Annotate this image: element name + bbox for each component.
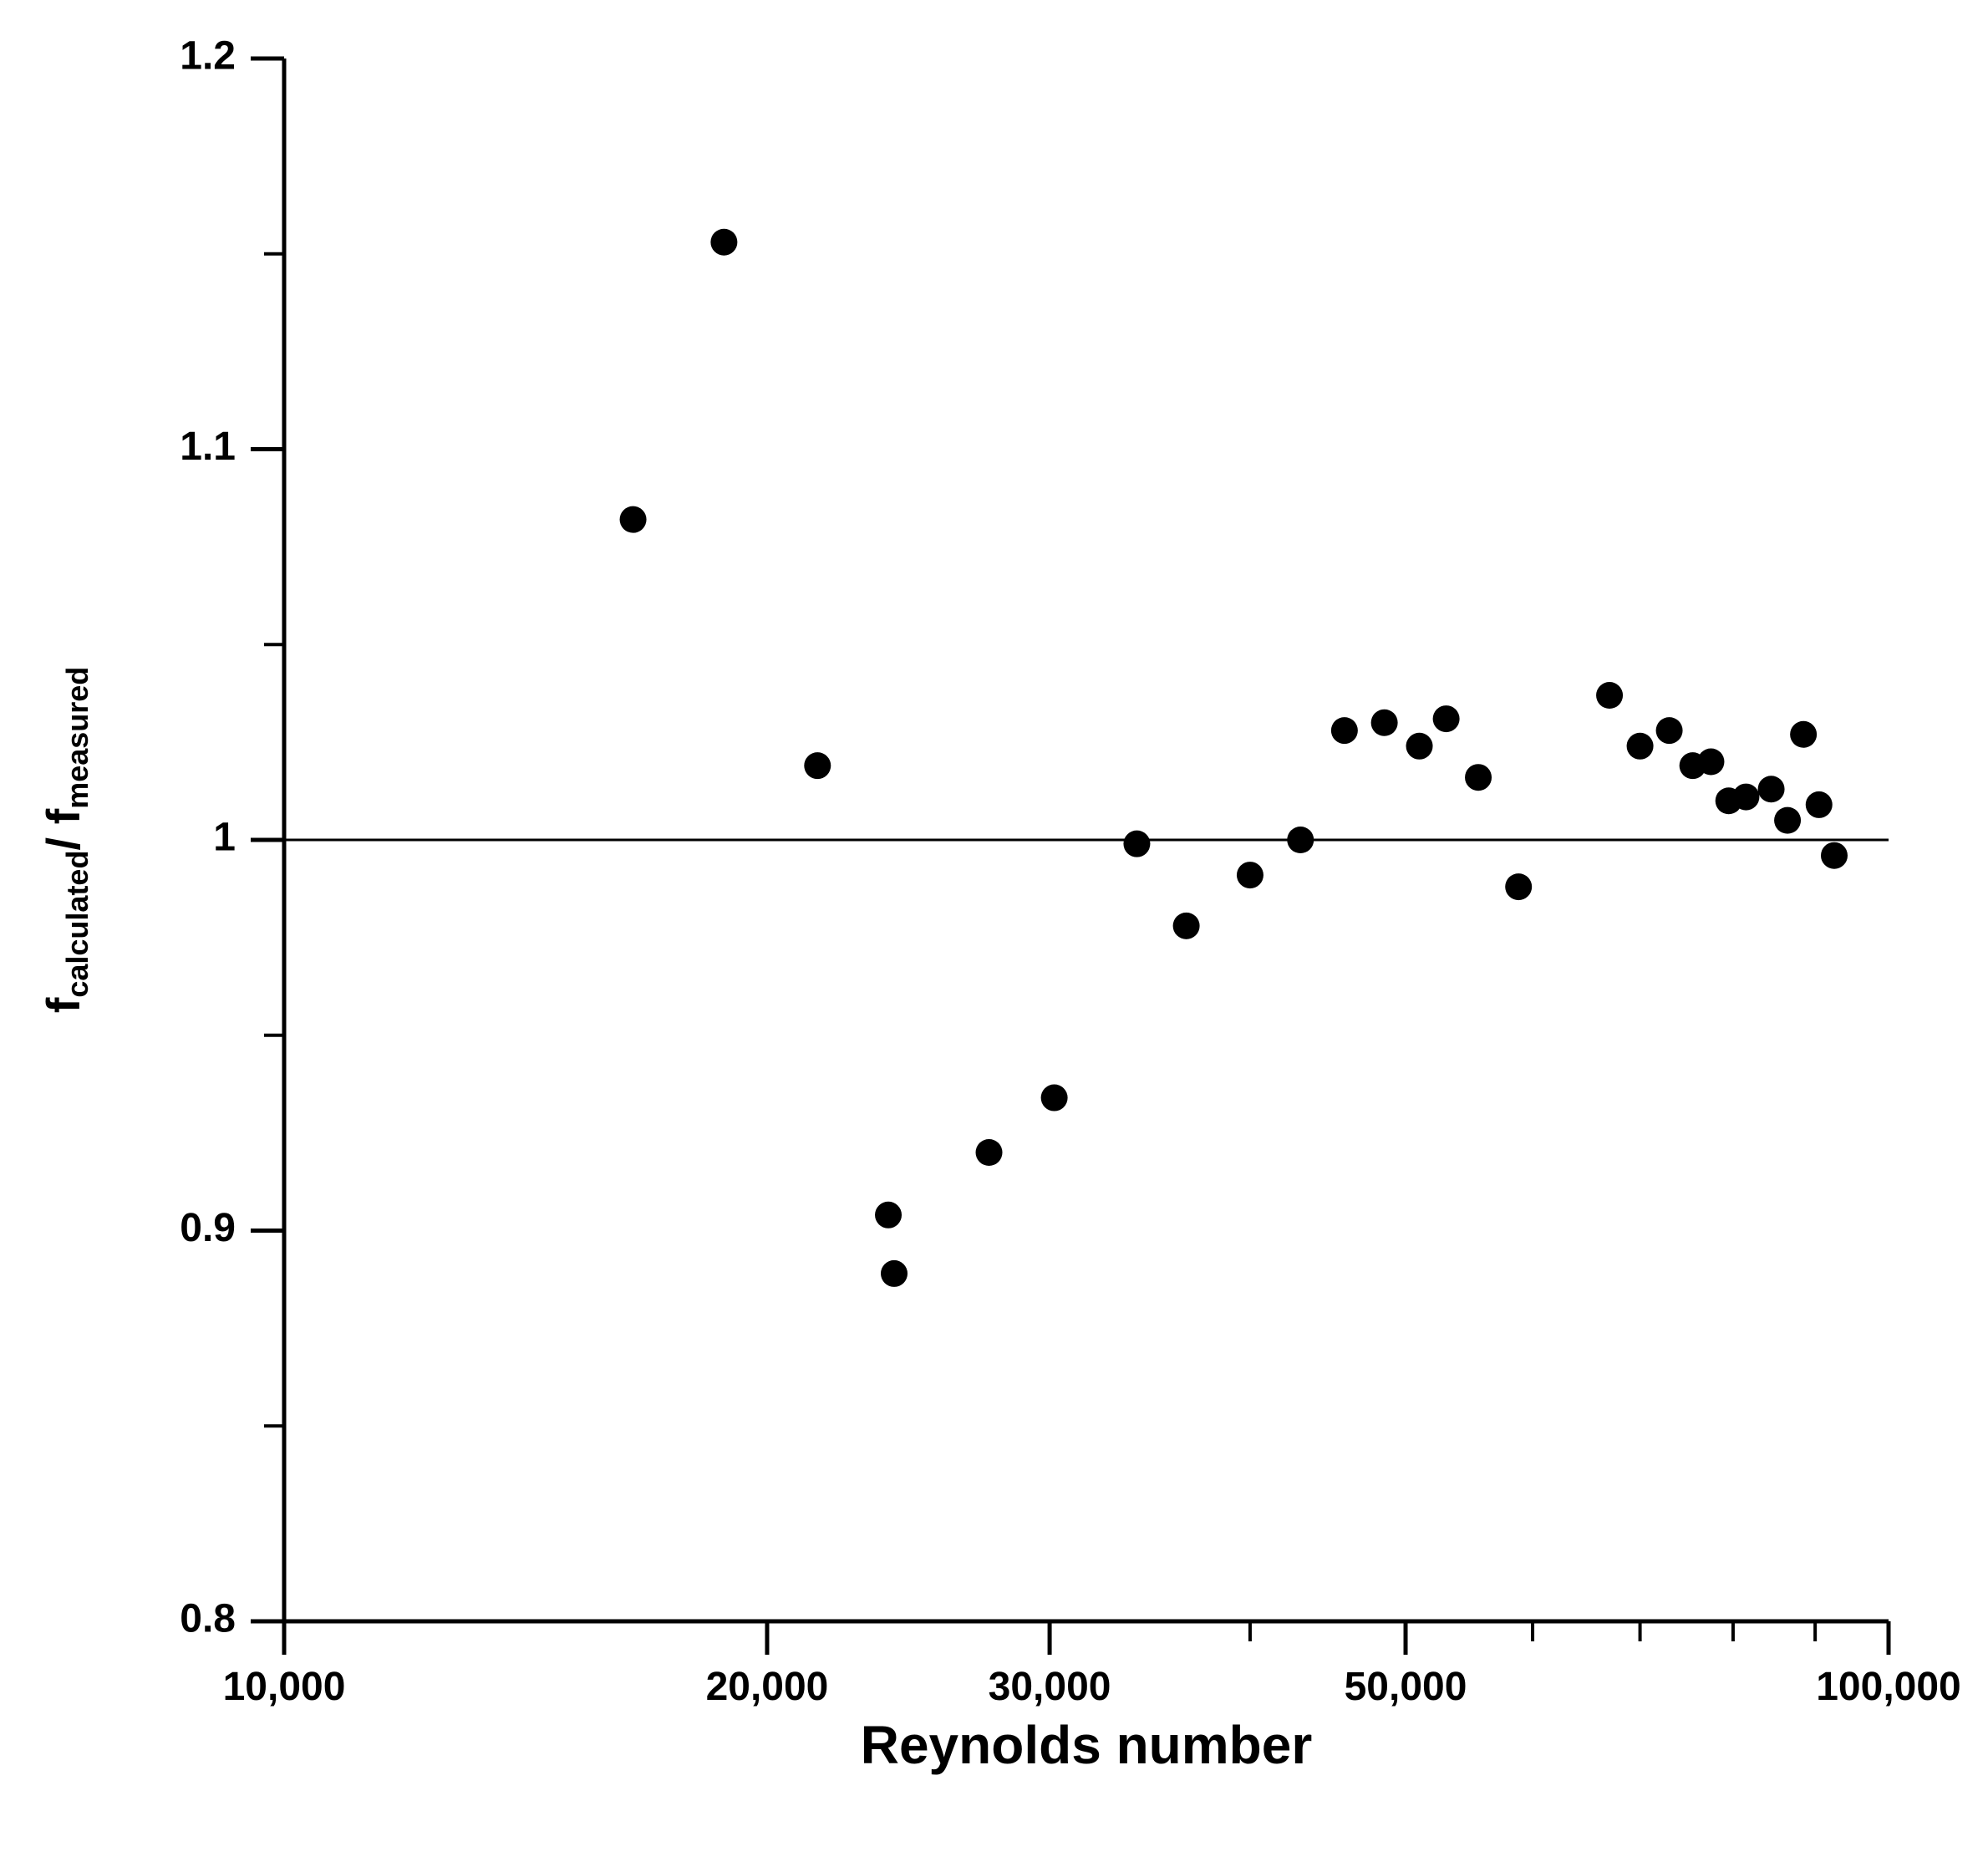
- data-point: [1371, 710, 1398, 736]
- data-point: [1596, 682, 1623, 709]
- y-tick-label: 0.9: [180, 1206, 236, 1250]
- data-point: [1406, 733, 1433, 760]
- data-point: [1173, 913, 1200, 939]
- data-point: [1806, 791, 1833, 818]
- data-point: [1505, 873, 1532, 900]
- friction-ratio-scatter: 0.8 0.9 1 1.1 1.2 10,000 20,000 30,000 50,000 100…: [0, 0, 1988, 1867]
- x-tick-label: 30,000: [989, 1665, 1111, 1709]
- data-point: [1627, 733, 1654, 760]
- data-point: [1790, 721, 1817, 748]
- x-tick-label: 50,000: [1345, 1665, 1467, 1709]
- data-point: [881, 1260, 908, 1287]
- data-point: [1774, 807, 1801, 834]
- data-point: [1697, 749, 1724, 776]
- data-point: [1656, 717, 1683, 744]
- chart-svg: 0.8 0.9 1 1.1 1.2 10,000 20,000 30,000 50,000 100…: [0, 0, 1988, 1867]
- data-point: [1237, 862, 1263, 888]
- data-point: [1287, 827, 1314, 853]
- data-point: [620, 506, 647, 533]
- data-point: [1465, 764, 1492, 791]
- x-tick-label: 100,000: [1816, 1665, 1961, 1709]
- y-tick-label: 1: [213, 816, 236, 860]
- data-point: [1331, 717, 1358, 744]
- y-axis-title: fcalculated/ fmeasured: [37, 667, 94, 1014]
- data-point: [804, 752, 831, 779]
- data-point: [1123, 831, 1150, 857]
- data-point: [1758, 776, 1785, 802]
- data-point: [976, 1139, 1003, 1166]
- y-tick-label: 1.1: [180, 425, 236, 469]
- data-point: [1821, 842, 1848, 869]
- x-axis-title: Reynolds number: [861, 1715, 1313, 1775]
- x-tick-label: 10,000: [223, 1665, 346, 1709]
- y-tick-label: 0.8: [180, 1597, 236, 1641]
- data-point: [1433, 705, 1460, 732]
- data-point: [710, 229, 737, 256]
- x-tick-label: 20,000: [706, 1665, 829, 1709]
- data-point: [1041, 1085, 1068, 1112]
- data-point: [875, 1202, 902, 1229]
- data-point: [1732, 784, 1759, 811]
- y-tick-label: 1.2: [180, 34, 236, 79]
